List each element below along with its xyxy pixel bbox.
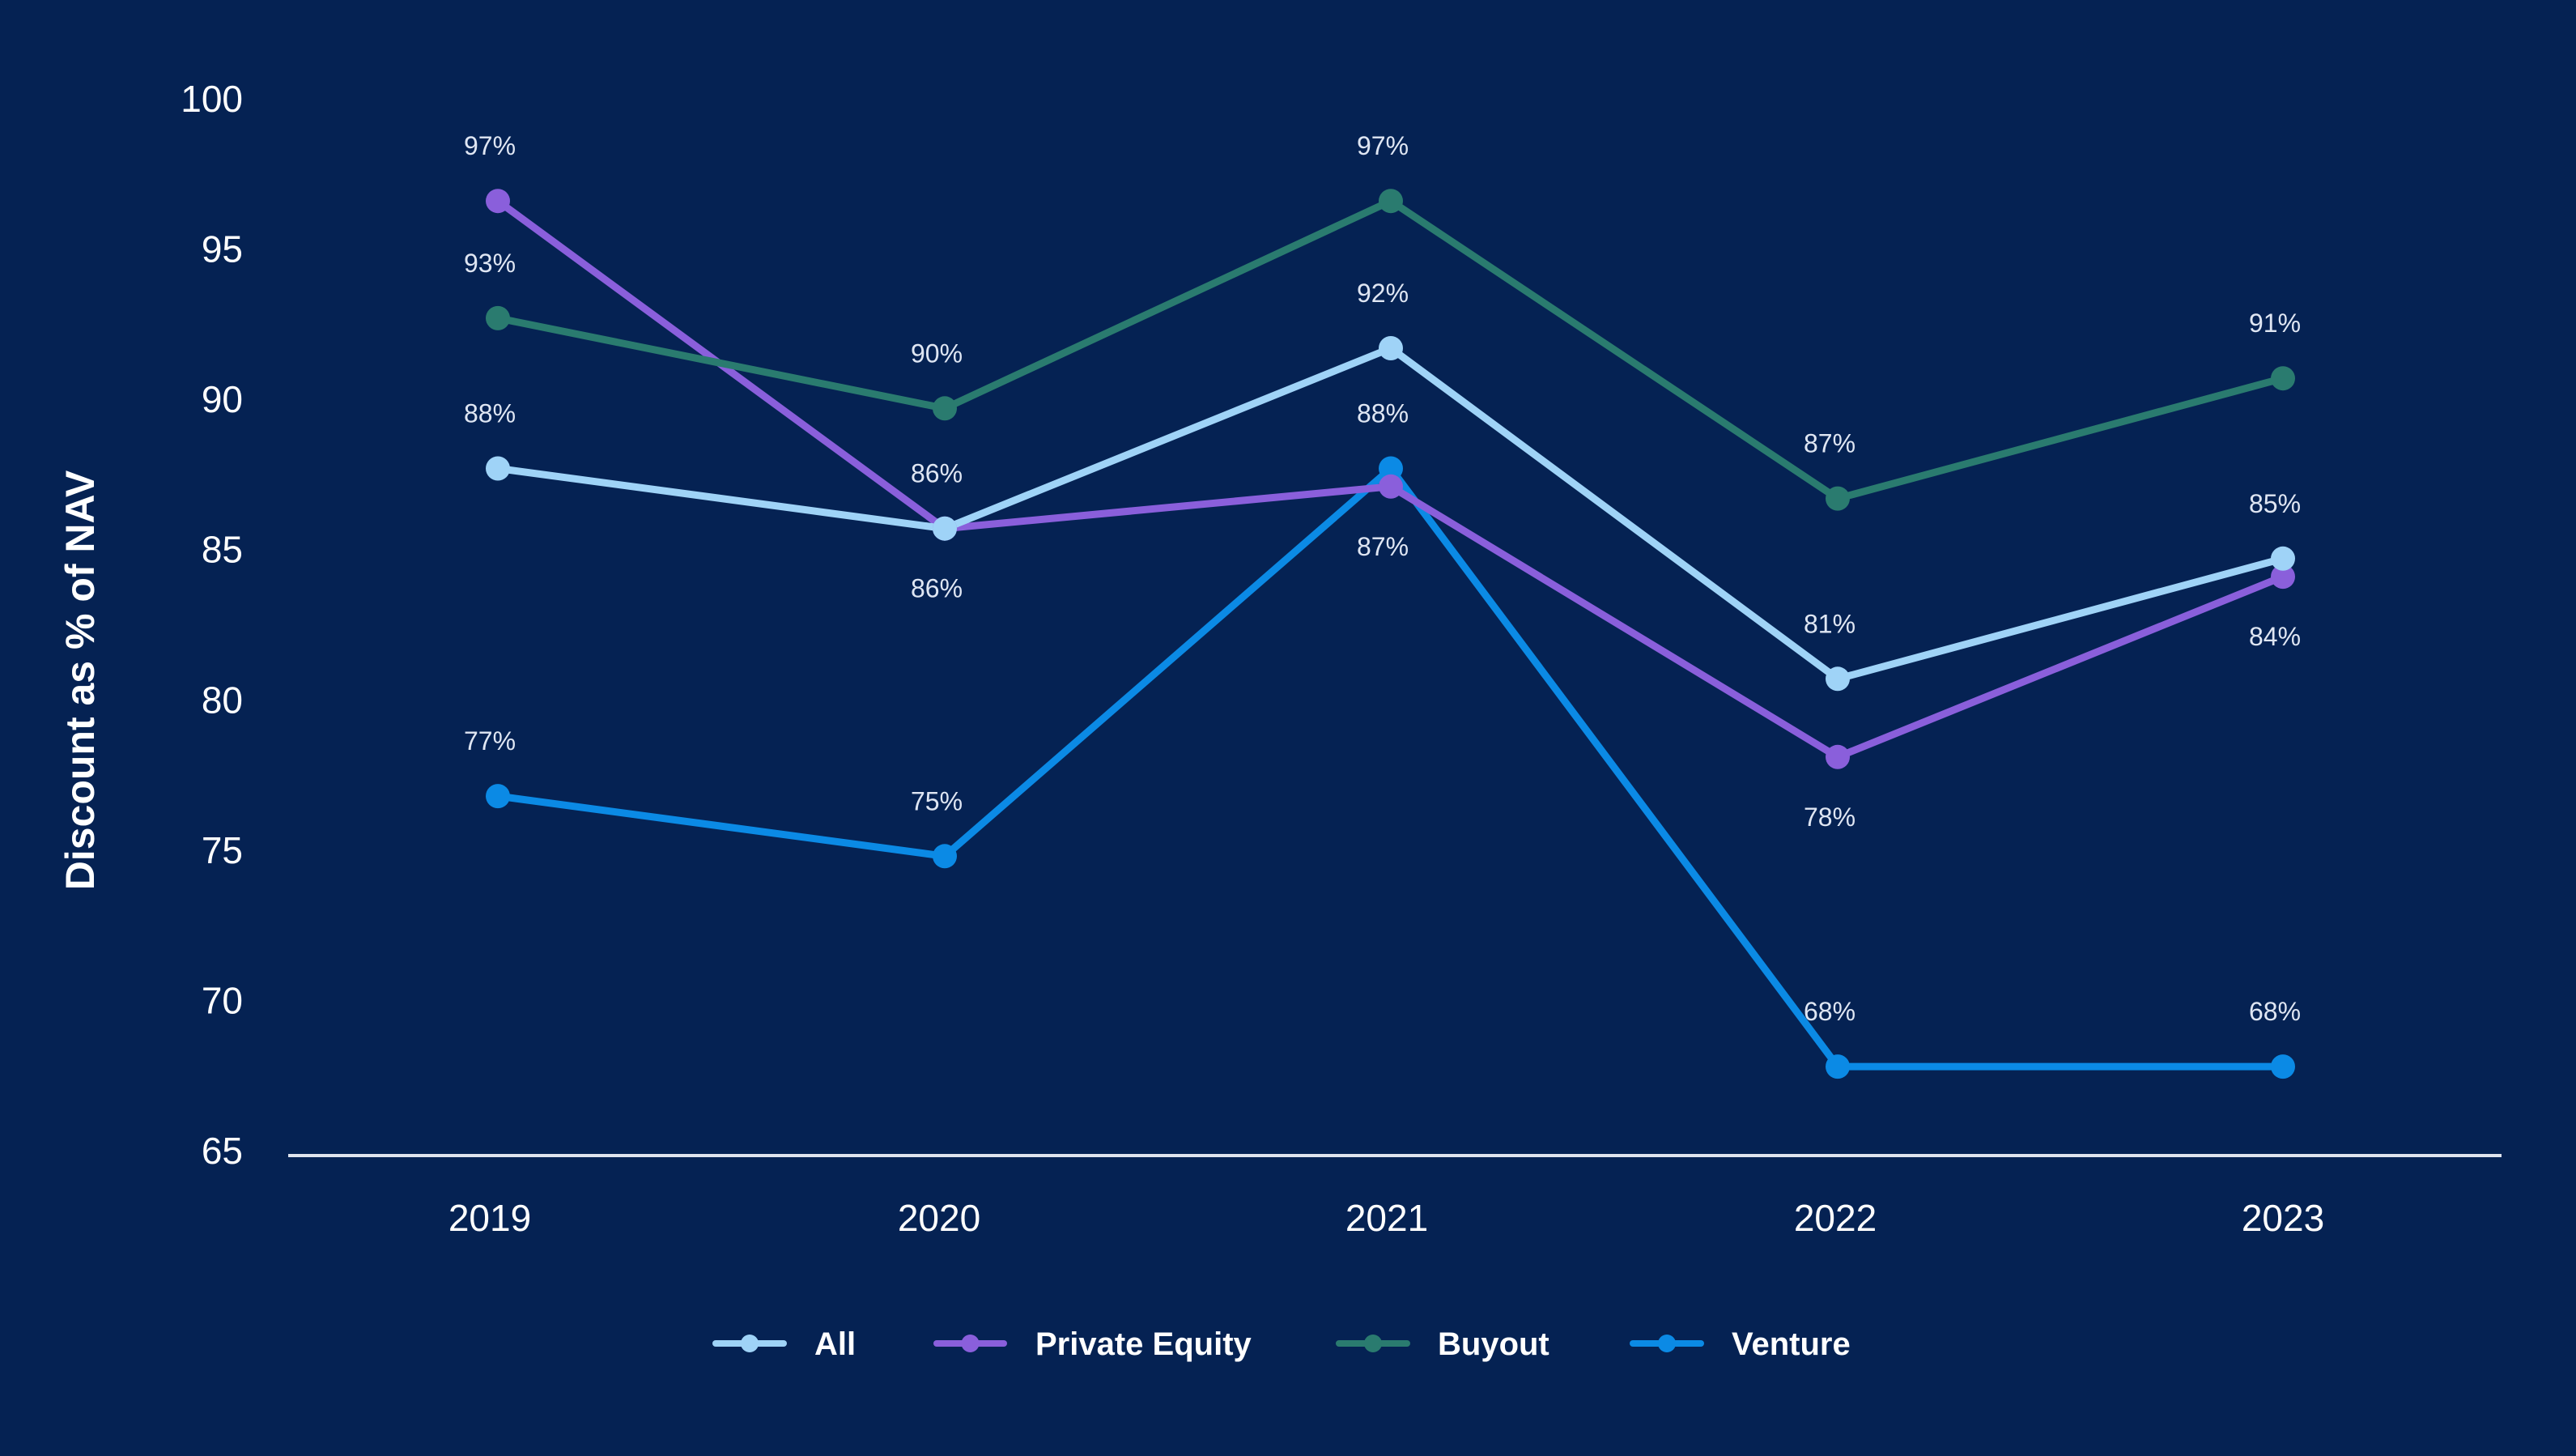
data-label-private-equity: 84% [2249,622,2301,651]
data-point-buyout [2271,366,2295,391]
x-tick-label: 2023 [2242,1197,2324,1239]
data-point-buyout [933,396,957,421]
data-label-buyout: 87% [1804,429,1855,458]
data-point-venture [933,844,957,869]
y-tick-label: 80 [202,679,243,721]
legend-item-buyout: Buyout [1336,1326,1549,1362]
data-point-all [486,456,510,481]
legend-item-venture: Venture [1630,1326,1851,1362]
x-tick-label: 2021 [1345,1197,1428,1239]
data-label-venture: 88% [1357,399,1409,428]
legend-swatch-dot [1658,1335,1676,1352]
legend: All Private Equity Buyout Venture [712,1326,1851,1362]
legend-label: Venture [1732,1326,1851,1362]
data-point-buyout [1826,486,1850,511]
data-point-venture [1379,456,1403,481]
y-axis-title: Discount as % of NAV [57,470,103,890]
data-point-private-equity [1826,744,1850,769]
data-point-all [933,516,957,541]
x-tick-label: 2020 [898,1197,980,1239]
legend-item-all: All [712,1326,856,1362]
legend-label: Buyout [1438,1326,1549,1362]
data-point-private-equity [486,189,510,214]
data-label-all: 92% [1357,279,1409,308]
data-label-buyout: 91% [2249,309,2301,338]
y-tick-label: 75 [202,829,243,871]
data-point-all [1379,336,1403,360]
legend-item-private-equity: Private Equity [933,1326,1252,1362]
data-label-all: 81% [1804,609,1855,638]
data-label-venture: 68% [1804,997,1855,1026]
y-tick-label: 85 [202,529,243,571]
data-label-buyout: 93% [464,249,516,278]
data-labels: 88% 86% 92% 81% 85% 97% 86% 87% 78% 84% 93% 90% 97% 8… [464,131,2301,1026]
data-point-buyout [1379,189,1403,214]
data-label-all: 85% [2249,489,2301,518]
y-tick-label: 90 [202,378,243,420]
data-point-private-equity [1379,474,1403,499]
data-label-buyout: 90% [911,338,963,368]
y-tick-label: 95 [202,228,243,270]
data-point-venture [1826,1054,1850,1079]
legend-label: Private Equity [1035,1326,1252,1362]
data-label-buyout: 97% [1357,131,1409,160]
data-label-venture: 77% [464,726,516,756]
x-tick-label: 2022 [1794,1197,1877,1239]
data-label-all: 86% [911,459,963,488]
data-point-all [1826,666,1850,692]
data-label-private-equity: 78% [1804,803,1855,832]
data-point-venture [2271,1054,2295,1079]
y-tick-label: 100 [181,78,243,120]
data-point-buyout [486,305,510,330]
data-point-private-equity [2271,564,2295,590]
series-points [486,189,2295,1079]
data-point-venture [486,784,510,809]
x-axis-ticks: 2019 2020 2021 2022 2023 [448,1197,2324,1239]
y-axis-ticks: 100 95 90 85 80 75 70 65 [181,78,243,1172]
data-label-private-equity: 86% [911,574,963,603]
data-label-private-equity: 87% [1357,532,1409,561]
data-label-all: 88% [464,399,516,428]
data-label-private-equity: 97% [464,131,516,160]
data-label-venture: 68% [2249,997,2301,1026]
x-tick-label: 2019 [448,1197,531,1239]
y-tick-label: 65 [202,1130,243,1172]
legend-label: All [814,1326,856,1362]
legend-swatch-dot [1364,1335,1382,1352]
legend-swatch-dot [741,1335,759,1352]
data-label-venture: 75% [911,786,963,815]
data-point-all [2271,546,2295,571]
legend-swatch-dot [961,1335,980,1352]
y-tick-label: 70 [202,979,243,1021]
